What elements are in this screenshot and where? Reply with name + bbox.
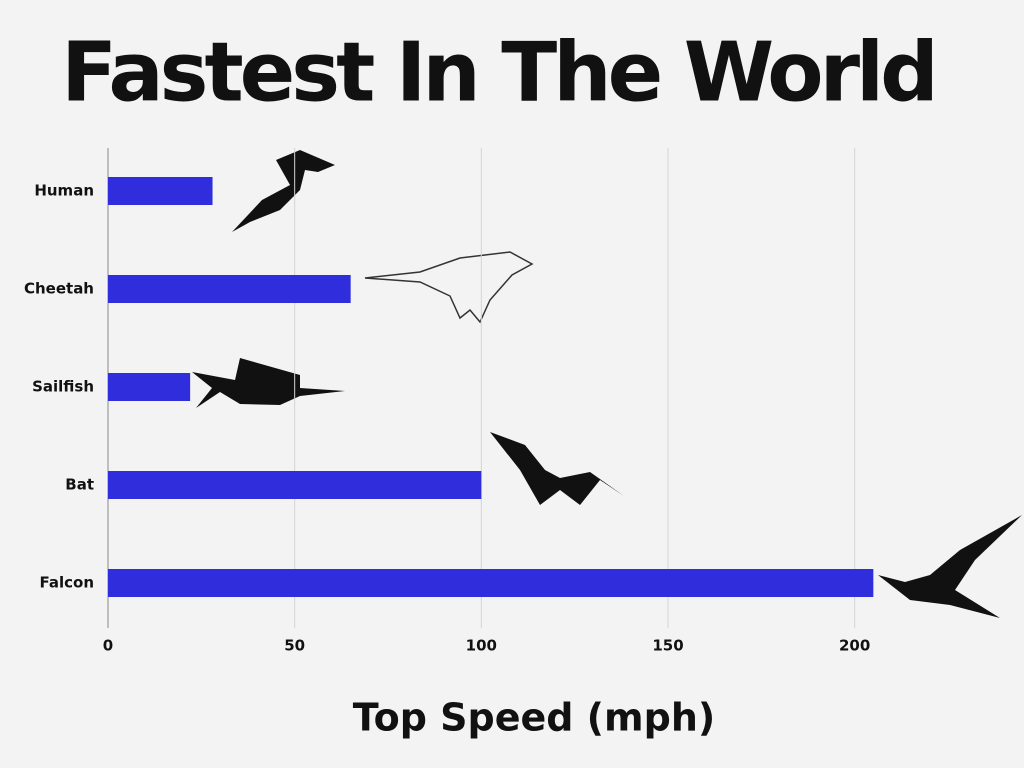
x-tick-label: 100 — [466, 637, 497, 655]
bar — [108, 471, 482, 499]
y-tick-label: Cheetah — [24, 280, 94, 298]
x-axis-label: Top Speed (mph) — [353, 696, 716, 740]
y-tick-label: Sailfish — [32, 378, 94, 396]
x-tick-label: 0 — [103, 637, 113, 655]
y-tick-label: Bat — [65, 476, 94, 494]
bar — [108, 569, 874, 597]
sailfish-silhouette — [192, 358, 345, 408]
decorations — [192, 150, 1022, 618]
x-tick-label: 200 — [839, 637, 870, 655]
y-tick-label: Human — [34, 182, 94, 200]
bat-silhouette — [490, 432, 624, 505]
bar — [108, 373, 191, 401]
chart-title: Fastest In The World — [61, 25, 935, 120]
y-tick-label: Falcon — [39, 574, 94, 592]
cheetah-silhouette — [364, 251, 534, 324]
falcon-silhouette — [878, 515, 1022, 618]
human-silhouette — [232, 150, 335, 232]
bar — [108, 275, 351, 303]
bar — [108, 177, 213, 205]
x-tick-label: 150 — [652, 637, 683, 655]
x-tick-label: 50 — [284, 637, 305, 655]
